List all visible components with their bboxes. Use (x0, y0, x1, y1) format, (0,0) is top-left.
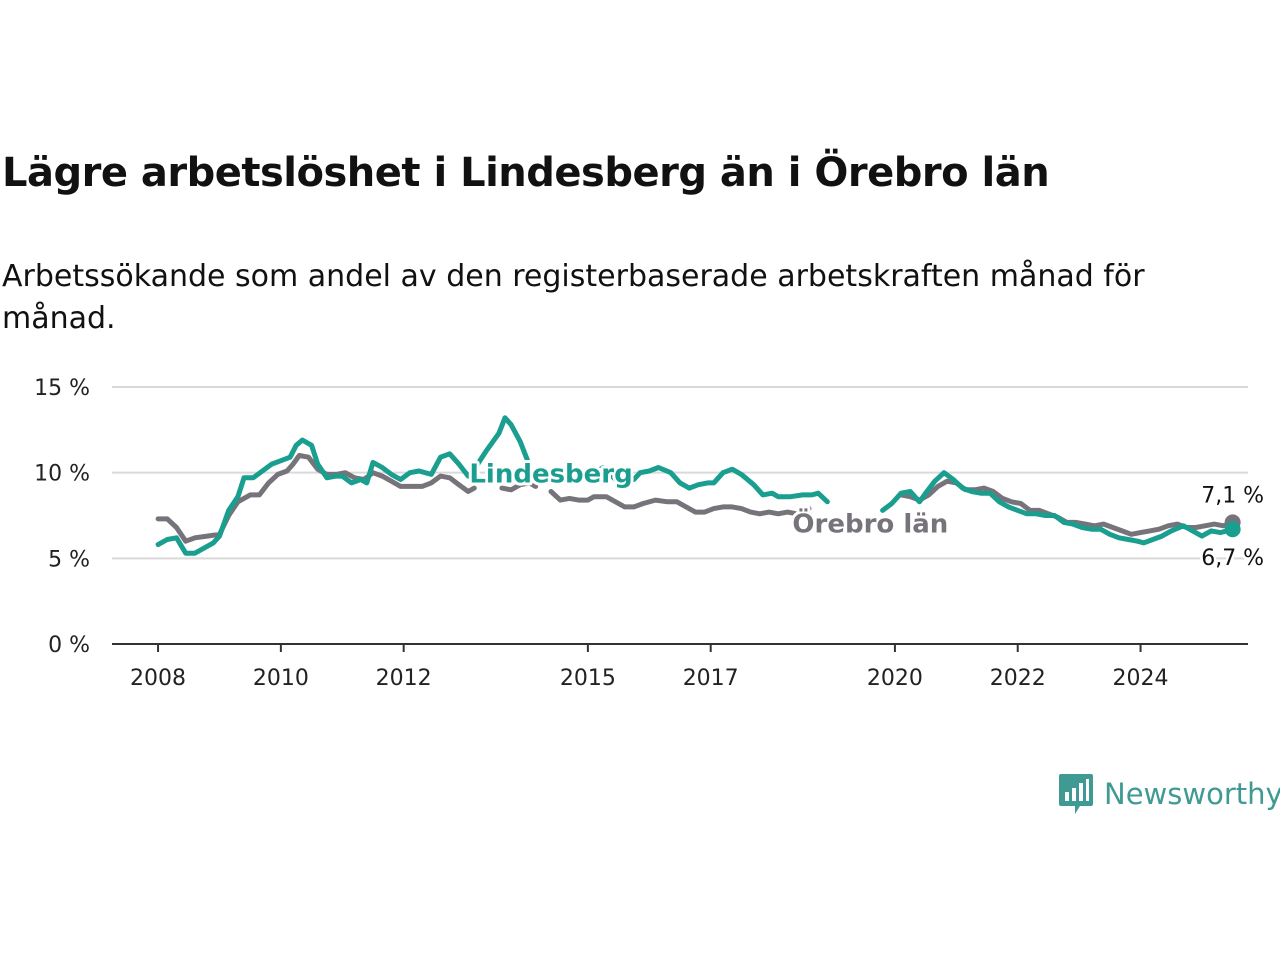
series-line-orebro-lan (548, 489, 812, 517)
x-tick-label: 2015 (560, 666, 616, 691)
x-tick-label: 2012 (376, 666, 432, 691)
series-line-orebro-lan (155, 453, 477, 544)
y-tick-label: 0 % (48, 633, 90, 658)
end-value-label-lindesberg: 6,7 % (1201, 546, 1264, 571)
series-lines (155, 415, 1241, 556)
x-tick-label: 2008 (130, 666, 186, 691)
x-tick-label: 2017 (683, 666, 739, 691)
end-value-label-orebro-lan: 7,1 % (1201, 483, 1264, 508)
series-labels: Lindesberg Örebro län 7,1 % 6,7 % (466, 457, 1266, 574)
x-tick-label: 2020 (867, 666, 923, 691)
x-tick-label: 2010 (253, 666, 309, 691)
x-tick-label: 2022 (990, 666, 1046, 691)
series-end-point (1224, 521, 1241, 538)
chart-title: Lägre arbetslöshet i Lindesberg än i Öre… (2, 150, 1050, 196)
series-label-lindesberg: Lindesberg (469, 460, 632, 490)
chart-subtitle: Arbetssökande som andel av den registerb… (2, 259, 1145, 336)
y-tick-label: 10 % (34, 462, 90, 487)
series-line-lindesberg (880, 470, 1236, 546)
bar-chart-speech-bubble-icon (1059, 774, 1093, 814)
series-line-lindesberg (155, 415, 533, 556)
series-line-orebro-lan (499, 480, 539, 493)
y-tick-label: 15 % (34, 376, 90, 401)
line-chart: 0 % 5 % 10 % 15 % 2008 2010 2012 2015 2017 2020 20… (34, 376, 1267, 691)
newsworthy-brand[interactable]: Newsworthy (1058, 772, 1280, 816)
brand-name: Newsworthy (1104, 777, 1280, 811)
series-label-orebro-lan: Örebro län (792, 506, 948, 539)
grid-lines (112, 386, 1248, 560)
x-tick-label: 2024 (1113, 666, 1169, 691)
y-tick-label: 5 % (48, 547, 90, 572)
axes: 0 % 5 % 10 % 15 % 2008 2010 2012 2015 2017 2020 20… (34, 376, 1248, 691)
series-line-lindesberg (560, 465, 830, 505)
